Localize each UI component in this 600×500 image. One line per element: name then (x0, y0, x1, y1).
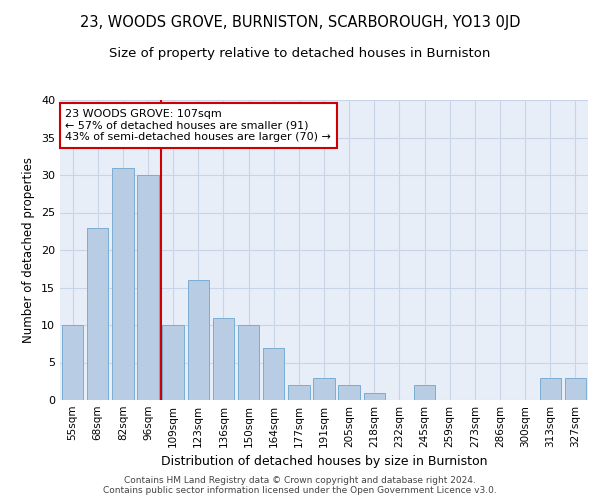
Text: Contains HM Land Registry data © Crown copyright and database right 2024.
Contai: Contains HM Land Registry data © Crown c… (103, 476, 497, 495)
Bar (539, 378, 561, 400)
Bar (137, 175, 158, 400)
Bar (238, 325, 259, 400)
Bar (188, 280, 209, 400)
Bar (213, 318, 234, 400)
Bar (338, 385, 360, 400)
Text: 23, WOODS GROVE, BURNISTON, SCARBOROUGH, YO13 0JD: 23, WOODS GROVE, BURNISTON, SCARBOROUGH,… (80, 15, 520, 30)
Bar (364, 392, 385, 400)
Bar (565, 378, 586, 400)
X-axis label: Distribution of detached houses by size in Burniston: Distribution of detached houses by size … (161, 456, 487, 468)
Bar (414, 385, 435, 400)
Bar (62, 325, 83, 400)
Bar (288, 385, 310, 400)
Bar (112, 168, 134, 400)
Bar (87, 228, 109, 400)
Text: Size of property relative to detached houses in Burniston: Size of property relative to detached ho… (109, 48, 491, 60)
Bar (263, 348, 284, 400)
Bar (163, 325, 184, 400)
Bar (313, 378, 335, 400)
Y-axis label: Number of detached properties: Number of detached properties (22, 157, 35, 343)
Text: 23 WOODS GROVE: 107sqm
← 57% of detached houses are smaller (91)
43% of semi-det: 23 WOODS GROVE: 107sqm ← 57% of detached… (65, 109, 331, 142)
